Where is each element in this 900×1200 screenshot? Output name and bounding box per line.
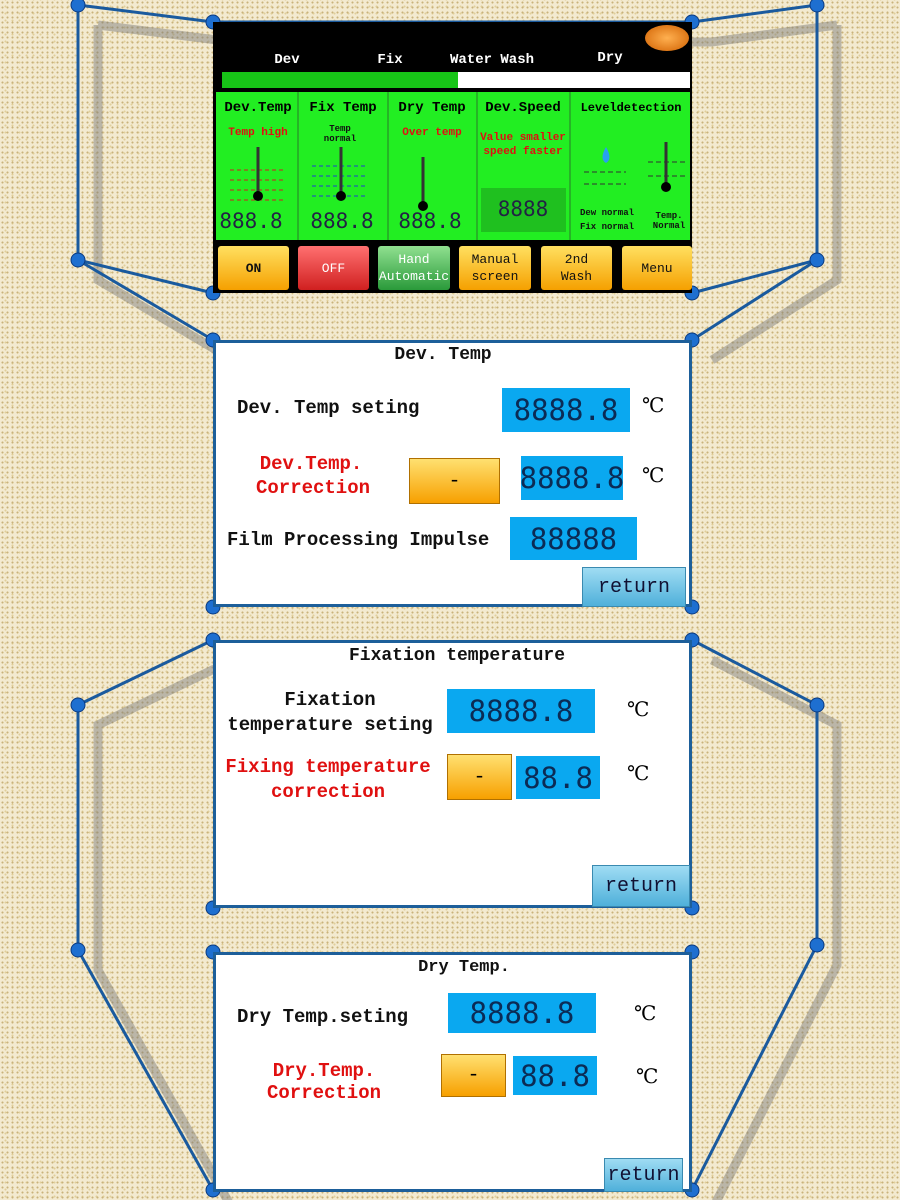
progress-track bbox=[222, 72, 690, 88]
impulse-label: Film Processing Impulse bbox=[227, 529, 490, 551]
level-status: Temp. bbox=[655, 211, 683, 221]
level-status: Fix normal bbox=[579, 222, 635, 232]
level-status: Normal bbox=[652, 221, 686, 231]
correction-label: Dev.Temp. bbox=[259, 453, 363, 475]
main-button[interactable]: 2nd Wash bbox=[541, 246, 612, 290]
column-status: Temp bbox=[329, 124, 351, 134]
unit: ℃ bbox=[627, 761, 650, 785]
unit: ℃ bbox=[642, 393, 665, 417]
button-label: screen bbox=[471, 269, 519, 284]
correction-label: Correction bbox=[266, 1082, 382, 1104]
minus-button[interactable]: - bbox=[409, 458, 500, 504]
minus-button[interactable]: - bbox=[447, 754, 512, 800]
column-title: Dev.Temp bbox=[224, 100, 292, 116]
column-status: Value smaller bbox=[480, 132, 566, 144]
value-box[interactable]: 8888.8 bbox=[502, 388, 630, 432]
reading: 8888 bbox=[497, 197, 549, 221]
main-button[interactable]: Hand Automatic bbox=[378, 246, 450, 290]
unit: ℃ bbox=[636, 1064, 659, 1088]
column-status: normal bbox=[323, 134, 357, 144]
return-button[interactable]: return bbox=[592, 865, 690, 907]
button-label: OFF bbox=[321, 260, 346, 276]
tab: Dry bbox=[597, 50, 623, 66]
value-box[interactable]: 8888.8 bbox=[448, 993, 596, 1033]
column-status: Over temp bbox=[402, 127, 462, 139]
status-graphics bbox=[230, 92, 686, 240]
value-box[interactable]: 88.8 bbox=[516, 756, 600, 799]
reading: 888.8 bbox=[310, 209, 374, 233]
level-status: Dew normal bbox=[579, 208, 635, 218]
main-button[interactable]: Menu bbox=[622, 246, 692, 290]
value-box[interactable]: 8888.8 bbox=[447, 689, 595, 733]
button-label: ON bbox=[245, 260, 262, 276]
button-label: Menu bbox=[641, 260, 673, 276]
button-label: Hand bbox=[398, 252, 430, 267]
main-button[interactable]: ON bbox=[218, 246, 289, 290]
correction-label: correction bbox=[270, 781, 386, 803]
return-button[interactable]: return bbox=[604, 1158, 683, 1192]
value-box[interactable]: 88888 bbox=[510, 517, 637, 560]
column-title: Dev.Speed bbox=[485, 100, 561, 116]
correction-label: Dry.Temp. bbox=[272, 1060, 376, 1082]
main-button[interactable]: Manual screen bbox=[459, 246, 531, 290]
reading: 888.8 bbox=[219, 209, 283, 233]
button-label: Automatic bbox=[378, 269, 450, 284]
main-button[interactable]: OFF bbox=[298, 246, 369, 290]
tab: Water Wash bbox=[449, 52, 535, 68]
minus-button[interactable]: - bbox=[441, 1054, 506, 1097]
button-label: Wash bbox=[560, 269, 593, 284]
setting-label: Dry Temp.seting bbox=[237, 1006, 409, 1028]
column-title: Dry Temp bbox=[398, 100, 466, 116]
column-title: Leveldetection bbox=[580, 101, 682, 115]
button-label: 2nd bbox=[564, 252, 589, 267]
status-area bbox=[216, 92, 690, 240]
correction-label: Fixing temperature bbox=[225, 756, 431, 778]
tab: Fix bbox=[377, 52, 403, 68]
setting-label: Dev. Temp seting bbox=[237, 397, 420, 419]
tab: Dev bbox=[274, 52, 300, 68]
panel-title: Fixation temperature bbox=[348, 646, 566, 666]
button-label: Manual bbox=[471, 252, 519, 267]
value-box[interactable]: 8888.8 bbox=[520, 456, 624, 500]
unit: ℃ bbox=[627, 697, 650, 721]
reading: 888.8 bbox=[398, 209, 462, 233]
column-status: speed faster bbox=[483, 146, 563, 158]
value-box[interactable]: 88.8 bbox=[513, 1056, 597, 1095]
correction-label: Correction bbox=[255, 477, 371, 499]
panel-title: Dev. Temp bbox=[394, 345, 492, 365]
return-button[interactable]: return bbox=[582, 567, 686, 607]
unit: ℃ bbox=[642, 463, 665, 487]
setting-label: temperature seting bbox=[227, 714, 433, 736]
column-status: Temp high bbox=[228, 127, 288, 139]
indicator-light bbox=[645, 25, 689, 51]
column-title: Fix Temp bbox=[309, 100, 377, 116]
panel-title: Dry Temp. bbox=[418, 958, 510, 977]
setting-label: Fixation bbox=[284, 689, 376, 711]
unit: ℃ bbox=[634, 1001, 657, 1025]
